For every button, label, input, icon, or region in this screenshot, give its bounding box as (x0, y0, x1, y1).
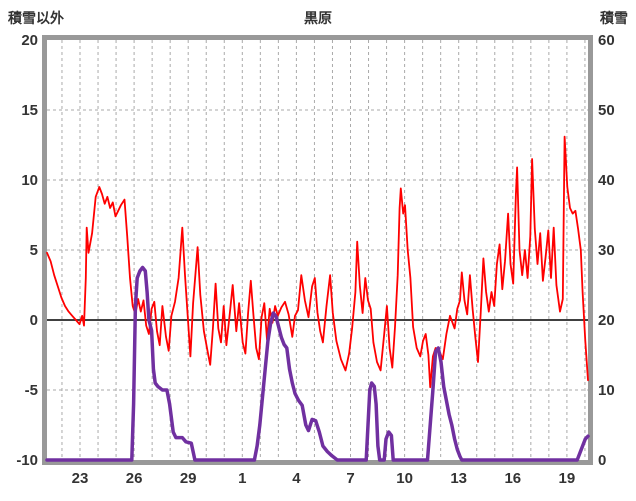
right-axis-tick-label: 60 (598, 32, 615, 49)
x-axis-tick-label: 16 (504, 470, 521, 487)
plot-frame (42, 35, 593, 465)
x-axis-tick-label: 23 (72, 470, 89, 487)
x-axis-tick-label: 4 (292, 470, 301, 487)
left-axis-tick-label: 10 (21, 172, 38, 189)
x-axis-tick-label: 19 (559, 470, 576, 487)
x-axis-tick-label: 26 (126, 470, 143, 487)
left-axis-tick-label: 0 (30, 312, 38, 329)
left-axis-tick-label: 15 (21, 102, 38, 119)
left-axis-tick-label: 20 (21, 32, 38, 49)
x-axis-tick-label: 29 (180, 470, 197, 487)
right-axis-title: 積雪 (600, 10, 628, 26)
right-axis-tick-label: 20 (598, 312, 615, 329)
x-axis-tick-label: 1 (238, 470, 246, 487)
x-axis-tick-label: 13 (450, 470, 467, 487)
left-axis-title: 積雪以外 (8, 10, 64, 26)
right-axis-tick-label: 50 (598, 102, 615, 119)
right-axis-tick-label: 0 (598, 452, 606, 469)
left-axis-tick-label: -10 (16, 452, 38, 469)
temperature-series-line (46, 135, 589, 389)
right-axis-tick-label: 10 (598, 382, 615, 399)
right-axis-tick-label: 40 (598, 172, 615, 189)
snow-depth-series-line (45, 265, 590, 462)
chart-title: 黒原 (304, 10, 332, 26)
left-axis-tick-label: -5 (25, 382, 38, 399)
right-axis-tick-label: 30 (598, 242, 615, 259)
left-axis-tick-label: 5 (30, 242, 38, 259)
x-axis-tick-label: 7 (346, 470, 354, 487)
x-axis-tick-label: 10 (396, 470, 413, 487)
